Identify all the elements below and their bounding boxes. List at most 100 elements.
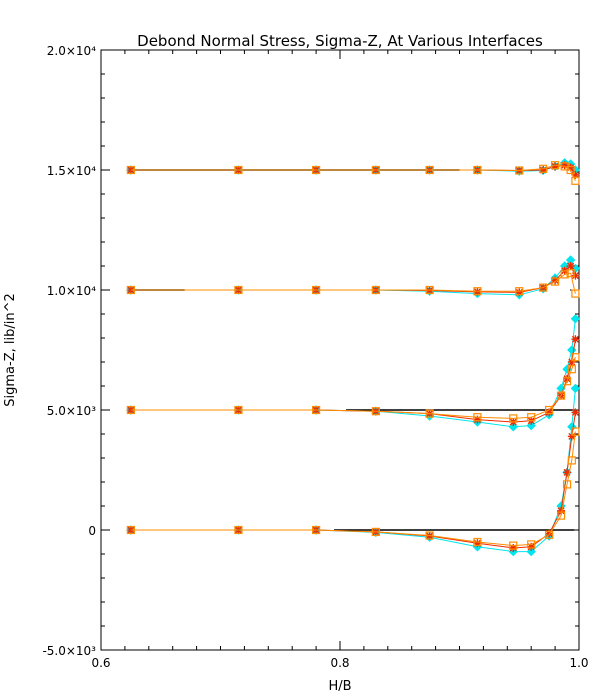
series-line (130, 272, 576, 294)
y-tick-label: 2.0×10⁴ (47, 44, 96, 58)
square-marker (566, 165, 575, 175)
square-marker (473, 537, 482, 547)
diamond-marker (570, 383, 581, 394)
square-marker (515, 287, 524, 296)
square-marker (509, 414, 518, 423)
square-marker (126, 285, 135, 295)
star-marker (126, 286, 135, 294)
square-marker (556, 391, 566, 400)
square-marker (571, 427, 580, 436)
star-stroke (127, 286, 135, 294)
y-tick-label: -5.0×10³ (42, 644, 96, 658)
square-marker (473, 165, 482, 175)
square-marker (560, 270, 569, 279)
star-stroke (557, 507, 565, 515)
square-marker (312, 165, 321, 175)
series-group (126, 427, 580, 550)
star-stroke (567, 262, 575, 270)
square-marker (234, 165, 243, 175)
series-group (126, 335, 580, 426)
star-stroke (545, 408, 553, 416)
square-marker (126, 525, 135, 535)
square-marker (562, 480, 572, 489)
star-stroke (127, 406, 135, 414)
square-marker (312, 405, 321, 415)
star-stroke (568, 432, 576, 440)
chart-title: Debond Normal Stress, Sigma-Z, At Variou… (137, 32, 543, 50)
x-tick-label: 0.8 (330, 656, 349, 670)
square-marker (425, 531, 434, 540)
square-marker (527, 540, 536, 549)
star-marker (566, 262, 575, 270)
y-tick-label: 1.5×10⁴ (47, 164, 96, 178)
star-marker (571, 271, 580, 280)
star-stroke (568, 358, 576, 366)
square-marker (545, 405, 554, 415)
square-marker (527, 413, 536, 422)
star-stroke (509, 544, 517, 552)
star-stroke (127, 166, 135, 174)
star-stroke (571, 335, 579, 343)
star-stroke (473, 288, 481, 296)
plot-frame (100, 49, 580, 651)
square-marker (556, 511, 566, 520)
square-marker (371, 285, 380, 295)
y-tick-label: 1.0×10⁴ (47, 284, 96, 298)
square-marker (539, 164, 548, 173)
square-marker (473, 287, 482, 296)
star-stroke (127, 526, 135, 534)
square-marker (550, 161, 560, 170)
square-marker (312, 285, 321, 295)
square-marker (234, 525, 243, 535)
y-tick-label: 0 (88, 524, 96, 538)
square-marker (571, 289, 580, 298)
square-marker (571, 176, 580, 185)
square-marker (539, 283, 548, 292)
square-marker (371, 527, 380, 537)
square-marker (515, 166, 524, 175)
square-marker (371, 165, 380, 175)
square-marker (425, 285, 434, 295)
series-group (126, 353, 580, 423)
square-marker (562, 377, 572, 386)
square-marker (425, 409, 434, 418)
x-tick-label: 1.0 (569, 656, 588, 670)
square-marker (234, 405, 243, 415)
square-marker (566, 269, 575, 278)
square-marker (567, 365, 576, 374)
star-marker (571, 335, 580, 344)
star-stroke (563, 468, 571, 476)
square-marker (312, 525, 321, 535)
square-marker (371, 407, 380, 416)
square-marker (550, 277, 560, 286)
square-marker (126, 165, 135, 175)
series-line (130, 265, 576, 293)
y-axis-label: Sigma-Z, lib/in^2 (3, 293, 18, 406)
x-ticks: 0.6 0.8 1.0 (91, 50, 589, 670)
series-group (126, 314, 581, 432)
reference-lines (130, 169, 575, 531)
series-line (130, 388, 576, 553)
y-ticks: -5.0×10³ 0 5.0×10³ 1.0×10⁴ 1.5×10⁴ 2.0×10⁴ (42, 44, 579, 658)
series-line (130, 431, 576, 547)
y-tick-label: 5.0×10³ (47, 404, 96, 418)
x-axis-label: H/B (328, 679, 351, 694)
square-marker (571, 353, 580, 362)
square-marker (567, 456, 576, 465)
series-layer (126, 158, 581, 557)
square-marker (509, 541, 518, 550)
square-marker (545, 530, 554, 539)
star-stroke (571, 408, 579, 416)
series-line (130, 357, 576, 419)
series-group (126, 158, 581, 176)
star-stroke (527, 543, 535, 551)
diamond-marker (570, 314, 581, 324)
series-line (130, 412, 576, 549)
x-tick-label: 0.6 (91, 656, 110, 670)
square-marker (425, 165, 434, 175)
series-group (126, 161, 580, 185)
square-marker (234, 285, 243, 295)
square-marker (473, 413, 482, 422)
star-stroke (571, 272, 579, 280)
